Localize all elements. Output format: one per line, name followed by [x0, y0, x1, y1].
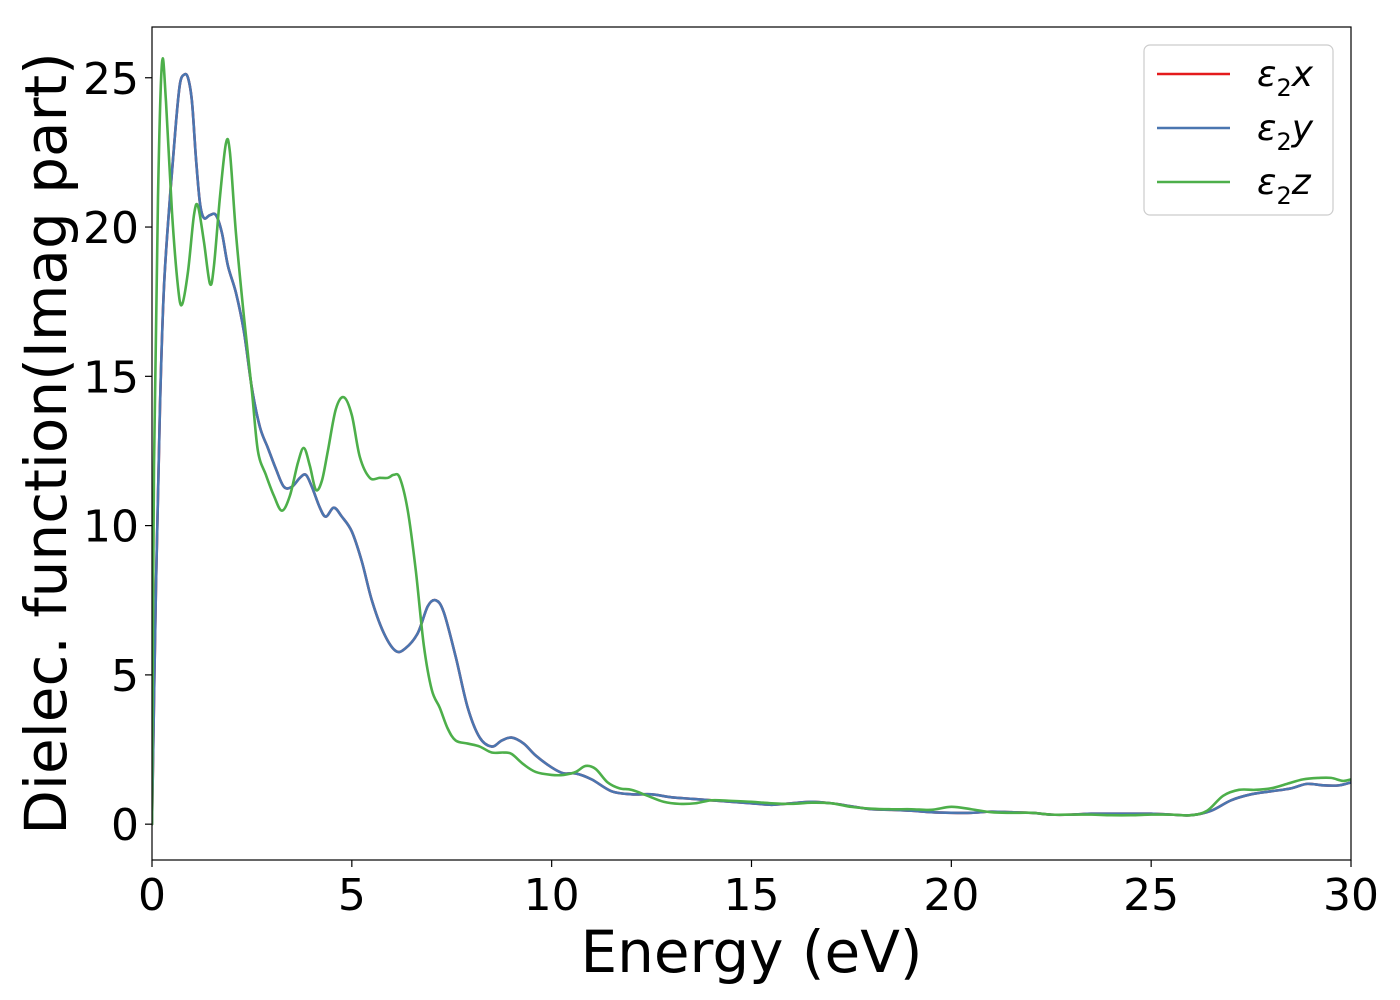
- x-axis-label: Energy (eV): [580, 918, 922, 986]
- x-tick-label: 20: [923, 870, 979, 921]
- legend-item: ε2z: [1157, 162, 1312, 210]
- x-axis-ticks: 0 5 10 15 20 25 30: [138, 860, 1379, 921]
- plot-series: [152, 57, 1351, 826]
- legend: ε2x ε2y ε2z: [1143, 44, 1334, 216]
- x-tick-label: 15: [724, 870, 780, 921]
- y-axis-label: Dielec. function(Imag part): [12, 52, 80, 835]
- x-tick-label: 25: [1123, 870, 1179, 921]
- legend-item: ε2y: [1157, 108, 1314, 156]
- legend-label: ε2z: [1257, 162, 1312, 210]
- y-tick-label: 0: [111, 800, 139, 851]
- y-tick-label: 10: [83, 502, 139, 553]
- x-tick-label: 30: [1323, 870, 1379, 921]
- legend-label: ε2y: [1257, 108, 1314, 156]
- y-tick-label: 20: [83, 203, 139, 254]
- legend-item: ε2x: [1157, 54, 1314, 102]
- x-tick-label: 0: [138, 870, 166, 921]
- y-axis-ticks: 0 5 10 15 20 25: [83, 54, 152, 851]
- y-tick-label: 25: [83, 54, 139, 105]
- legend-box: [1143, 44, 1334, 216]
- series-line-z: [152, 57, 1351, 826]
- y-tick-label: 5: [111, 651, 139, 702]
- x-tick-label: 10: [524, 870, 580, 921]
- x-tick-label: 5: [338, 870, 366, 921]
- y-tick-label: 15: [83, 352, 139, 403]
- legend-label: ε2x: [1257, 54, 1314, 102]
